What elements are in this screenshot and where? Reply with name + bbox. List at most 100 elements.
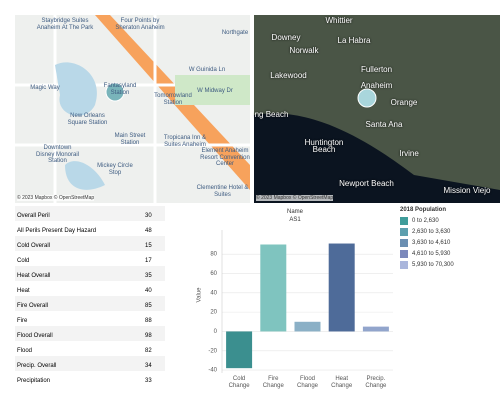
- map-label: Four Points by Sheraton Anaheim: [115, 18, 165, 31]
- table-cell: Flood Overall: [17, 332, 53, 339]
- table-cell: 34: [145, 362, 152, 369]
- map-label: Downey: [271, 33, 301, 42]
- table-cell: 48: [145, 227, 152, 234]
- chart-subtitle: AS1: [289, 217, 301, 223]
- legend-label: 0 to 2,630: [412, 218, 439, 224]
- bar: [226, 331, 253, 369]
- map-label: Fantasyland Station: [103, 83, 137, 96]
- table-cell: 30: [145, 212, 152, 219]
- table-row: Heat 40: [15, 281, 165, 300]
- y-tick-label: -20: [208, 348, 217, 354]
- legend-item: 2,630 to 3,630: [400, 228, 450, 236]
- table-cell: Overall Peril: [17, 212, 50, 219]
- map-label: Huntington Beach: [304, 138, 344, 154]
- table-cell: 35: [145, 272, 152, 279]
- table-row: All Perils Present Day Hazard 48: [15, 221, 165, 240]
- bar: [362, 326, 389, 332]
- table-cell: Heat: [17, 287, 30, 294]
- legend-swatch: [400, 261, 408, 269]
- y-tick-label: 0: [214, 329, 218, 335]
- table-row: Overall Peril 30: [15, 206, 165, 225]
- y-tick-label: 20: [210, 310, 217, 316]
- map-label: Norwalk: [289, 46, 319, 55]
- legend-swatch: [400, 228, 408, 236]
- table-row: Cold 17: [15, 251, 165, 270]
- map-label: W Midway Dr: [197, 88, 233, 94]
- y-tick-label: 40: [210, 290, 217, 296]
- table-row: Cold Overall 15: [15, 236, 165, 255]
- map-label: Clementine Hotel & Suites: [196, 185, 249, 198]
- map-label: Santa Ana: [365, 120, 403, 129]
- legend-label: 3,630 to 4,610: [412, 240, 451, 246]
- table-cell: 40: [145, 287, 152, 294]
- legend-item: 0 to 2,630: [400, 217, 439, 225]
- bar: [328, 243, 355, 332]
- table-cell: Precipitation: [17, 377, 51, 384]
- table-cell: Cold: [17, 257, 30, 264]
- table-cell: 82: [145, 347, 152, 354]
- legend-item: 5,930 to 70,300: [400, 261, 454, 269]
- chart-title: Name: [286, 209, 303, 215]
- map-label: Lakewood: [270, 71, 307, 80]
- table-cell: 15: [145, 242, 152, 249]
- table-cell: Fire Overall: [17, 302, 49, 309]
- y-tick-label: 80: [210, 252, 217, 258]
- table-row: Precip. Overall 34: [15, 356, 165, 375]
- legend-label: 2,630 to 3,630: [412, 229, 451, 235]
- x-tick-label: Fire Change: [262, 376, 284, 389]
- table-row: Precipitation 33: [15, 371, 165, 390]
- legend-swatch: [400, 250, 408, 258]
- satellite-map[interactable]: [254, 15, 500, 203]
- map-label: La Habra: [337, 36, 371, 45]
- table-cell: Heat Overall: [17, 272, 51, 279]
- legend-title: 2018 Population: [400, 207, 447, 213]
- legend-item: 4,610 to 5,930: [400, 250, 450, 258]
- x-tick-label: Cold Change: [228, 376, 250, 389]
- table-cell: All Perils Present Day Hazard: [17, 227, 97, 234]
- map-label: Irvine: [399, 149, 419, 158]
- map-label: Element Anaheim Resort Convention Center: [200, 148, 250, 167]
- map-label: Whittier: [325, 16, 353, 25]
- map-label: Newport Beach: [339, 179, 394, 188]
- map-label: Mickey Circle Stop: [97, 163, 133, 176]
- map-attribution: © 2023 Mapbox © OpenStreetMap: [256, 195, 334, 201]
- map-label: Staybridge Suites Anaheim At The Park: [36, 18, 94, 31]
- table-cell: Precip. Overall: [17, 362, 57, 369]
- bar: [260, 244, 287, 332]
- bar: [294, 321, 321, 332]
- legend-label: 4,610 to 5,930: [412, 251, 451, 257]
- map-label: Orange: [390, 98, 418, 107]
- table-row: Fire 88: [15, 311, 165, 330]
- map-label: Fullerton: [360, 65, 393, 74]
- map-label: Tropicana Inn & Suites Anaheim: [163, 135, 207, 148]
- legend-item: 3,630 to 4,610: [400, 239, 450, 247]
- y-tick-label: -40: [208, 368, 217, 374]
- street-map[interactable]: [15, 15, 250, 203]
- map-label: ng Beach: [254, 110, 289, 119]
- map-label: Mission Viejo: [443, 186, 491, 195]
- map-label: Magic Way: [30, 85, 60, 91]
- legend-label: 5,930 to 70,300: [412, 262, 454, 268]
- x-tick-label: Precip. Change: [365, 376, 387, 389]
- map-label: Anaheim: [360, 81, 393, 90]
- x-tick-label: Flood Change: [296, 376, 319, 389]
- table-cell: 88: [145, 317, 152, 324]
- table-cell: Cold Overall: [17, 242, 51, 249]
- table-cell: 85: [145, 302, 152, 309]
- map-label: Northgate: [221, 30, 249, 36]
- table-row: Heat Overall 35: [15, 266, 165, 285]
- table-row: Fire Overall 85: [15, 296, 165, 315]
- table-cell: Flood: [17, 347, 33, 354]
- table-cell: 33: [145, 377, 152, 384]
- map-label: Tomorrowland Station: [154, 93, 192, 106]
- y-tick-label: 60: [210, 271, 217, 277]
- legend-swatch: [400, 239, 408, 247]
- table-row: Flood Overall 98: [15, 326, 165, 345]
- table-cell: 17: [145, 257, 152, 264]
- y-axis-label: Value: [197, 287, 203, 303]
- map-label: Downtown Disney Monorail Station: [35, 145, 80, 164]
- x-tick-label: Heat Change: [331, 376, 353, 389]
- map-attribution: © 2023 Mapbox © OpenStreetMap: [17, 195, 95, 201]
- map-label: Main Street Station: [114, 133, 146, 146]
